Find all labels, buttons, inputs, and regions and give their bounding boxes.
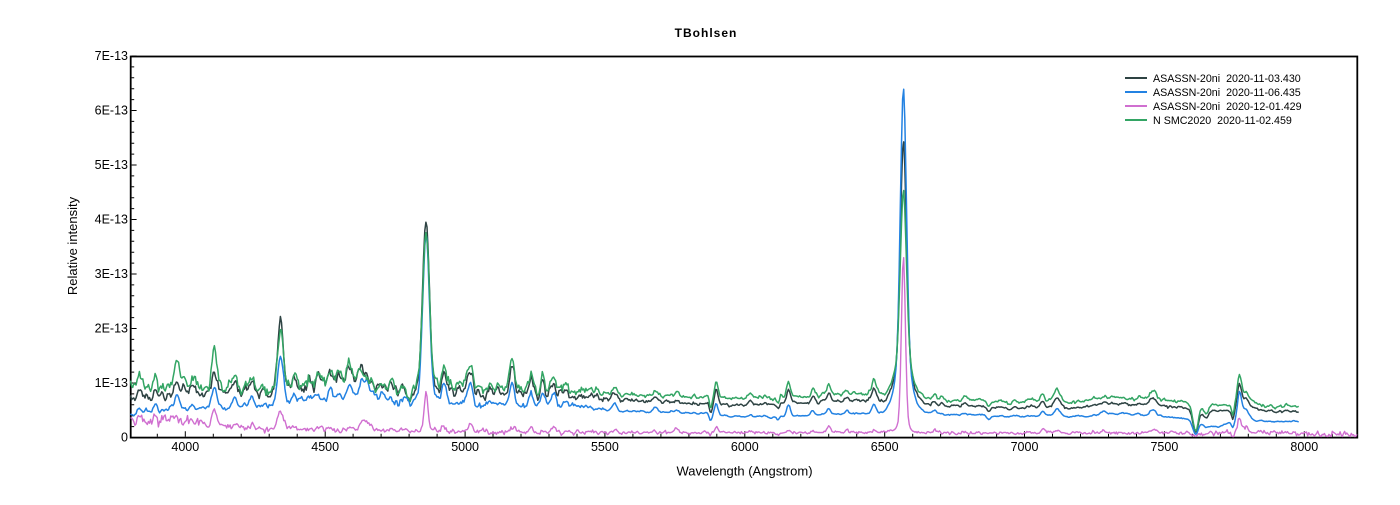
svg-text:4500: 4500 [311, 440, 339, 454]
svg-text:3E-13: 3E-13 [95, 267, 128, 281]
svg-text:Relative intensity: Relative intensity [65, 196, 80, 295]
svg-text:ASASSN-20ni 2020-11-06.435: ASASSN-20ni 2020-11-06.435 [1153, 87, 1301, 99]
svg-text:N SMC2020 2020-11-02.459: N SMC2020 2020-11-02.459 [1153, 115, 1292, 127]
svg-text:1E-13: 1E-13 [95, 376, 128, 390]
svg-text:8000: 8000 [1290, 440, 1318, 454]
svg-text:7500: 7500 [1150, 440, 1178, 454]
svg-text:Wavelength (Angstrom): Wavelength (Angstrom) [676, 464, 812, 479]
svg-text:6000: 6000 [731, 440, 759, 454]
svg-text:2E-13: 2E-13 [95, 322, 128, 336]
svg-text:7E-13: 7E-13 [95, 49, 128, 63]
svg-text:4000: 4000 [171, 440, 199, 454]
svg-text:6E-13: 6E-13 [95, 104, 128, 118]
svg-text:4E-13: 4E-13 [95, 213, 128, 227]
svg-text:5E-13: 5E-13 [95, 158, 128, 172]
svg-text:ASASSN-20ni 2020-12-01.429: ASASSN-20ni 2020-12-01.429 [1153, 101, 1302, 113]
svg-text:0: 0 [121, 431, 128, 445]
svg-text:5500: 5500 [591, 440, 619, 454]
svg-text:5000: 5000 [451, 440, 479, 454]
svg-text:7000: 7000 [1011, 440, 1039, 454]
svg-text:6500: 6500 [871, 440, 899, 454]
svg-text:ASASSN-20ni 2020-11-03.430: ASASSN-20ni 2020-11-03.430 [1153, 73, 1301, 85]
svg-text:TBohlsen: TBohlsen [675, 26, 738, 40]
